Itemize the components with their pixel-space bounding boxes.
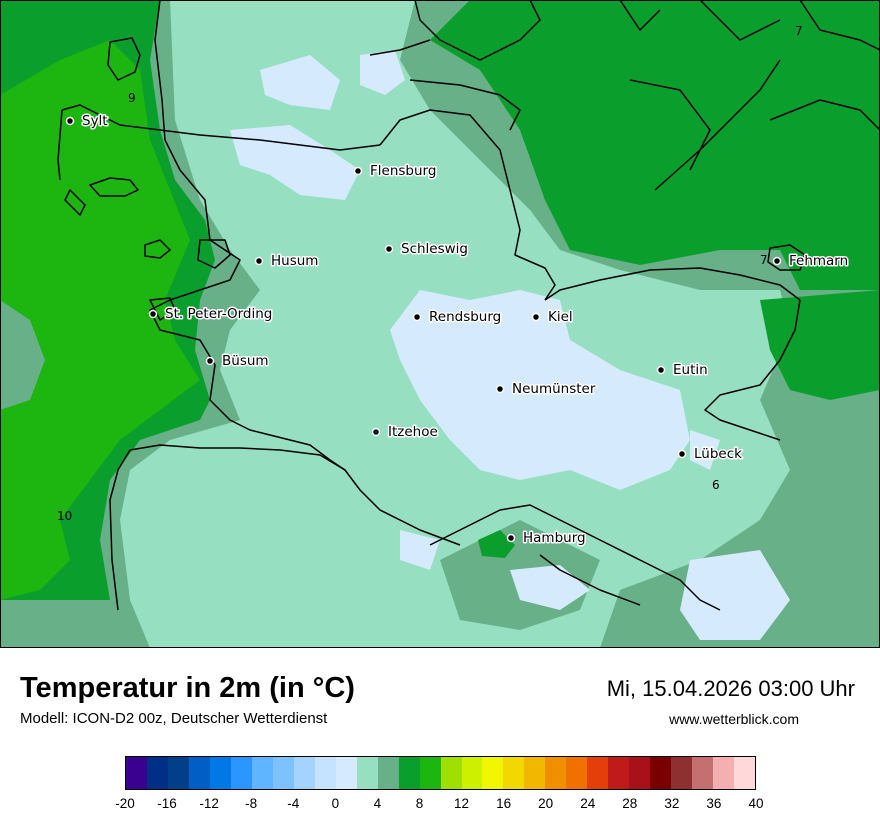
city-label: Kiel <box>548 309 573 325</box>
legend-swatch <box>146 757 168 789</box>
map-title: Temperatur in 2m (in °C) <box>20 672 355 704</box>
legend-swatch <box>545 757 567 789</box>
coastlines <box>57 0 880 611</box>
legend-swatch <box>126 757 147 789</box>
legend-swatch <box>209 757 231 789</box>
legend-swatch <box>482 757 504 789</box>
legend-labels: -20 -16 -12 -8 -4 0 4 8 12 16 20 24 28 32 36 40 <box>115 796 763 816</box>
legend-swatch <box>608 757 630 789</box>
field-band-8-10-hamburg <box>478 530 515 558</box>
legend-swatch <box>167 757 189 789</box>
isoline-label: 9 <box>128 91 136 105</box>
isoline-label: 10 <box>57 509 72 523</box>
legend-tick-label: 4 <box>373 796 382 811</box>
city-eutin: Eutin <box>656 361 709 380</box>
legend-tick-label: 20 <box>538 796 554 811</box>
legend-tick-label: 0 <box>331 796 340 811</box>
field-band-8-10-baltic <box>430 0 880 290</box>
legend-tick-label: 8 <box>415 796 424 811</box>
legend-swatch <box>293 757 315 789</box>
legend-tick-label: -4 <box>287 796 300 811</box>
city-label: Neumünster <box>512 381 596 397</box>
legend-swatch <box>398 757 420 789</box>
city-hamburg: Hamburg <box>506 529 587 548</box>
city-label: Flensburg <box>370 163 436 179</box>
city-label: Sylt <box>82 113 108 129</box>
field-band-8-10-se <box>760 290 880 400</box>
city-luebeck: Lübeck <box>677 445 744 464</box>
city-sylt: Sylt <box>65 112 109 131</box>
city-itzehoe: Itzehoe <box>371 423 439 442</box>
legend-swatch <box>230 757 252 789</box>
legend-tick-label: -12 <box>199 796 219 811</box>
field-band-10-patch <box>0 300 45 410</box>
legend-swatch <box>419 757 441 789</box>
city-flensburg: Flensburg <box>353 162 438 181</box>
temperature-map: 9 7 7 10 6 Sylt Flensburg Schleswig Husu… <box>0 0 880 648</box>
legend-tick-label: 16 <box>496 796 512 811</box>
city-label: Büsum <box>222 353 269 369</box>
city-fehmarn: Fehmarn <box>772 252 850 271</box>
isoline-label: 6 <box>712 478 720 492</box>
field-band-10-plus <box>0 40 200 600</box>
legend-tick-label: -20 <box>115 796 135 811</box>
legend-swatch <box>566 757 588 789</box>
color-legend <box>125 756 756 790</box>
forecast-datetime: Mi, 15.04.2026 03:00 Uhr <box>606 676 855 701</box>
city-neumuenster: Neumünster <box>495 380 597 399</box>
legend-swatch <box>461 757 483 789</box>
legend-tick-label: 32 <box>664 796 680 811</box>
legend-tick-label: -8 <box>245 796 258 811</box>
city-label: Rendsburg <box>429 309 501 325</box>
city-markers: Sylt Flensburg Schleswig Husum St. Peter… <box>65 112 850 548</box>
city-buesum: Büsum <box>205 352 270 371</box>
legend-tick-label: 40 <box>748 796 764 811</box>
legend-swatch <box>650 757 672 789</box>
website-link[interactable]: www.wetterblick.com <box>669 711 799 727</box>
legend-swatch <box>524 757 546 789</box>
legend-tick-label: 24 <box>580 796 596 811</box>
isoline-label: 7 <box>760 253 768 267</box>
city-label: Eutin <box>673 362 708 378</box>
field-band-2-4 <box>230 50 790 640</box>
isoline-label: 7 <box>795 24 803 38</box>
city-label: St. Peter-Ording <box>165 306 272 322</box>
city-label: Itzehoe <box>388 424 438 440</box>
city-label: Lübeck <box>694 446 742 462</box>
legend-swatch <box>440 757 462 789</box>
legend-swatch <box>314 757 336 789</box>
legend-tick-label: 28 <box>622 796 638 811</box>
city-schleswig: Schleswig <box>384 240 470 259</box>
map-canvas: 9 7 7 10 6 Sylt Flensburg Schleswig Husu… <box>0 0 880 648</box>
city-husum: Husum <box>254 252 320 271</box>
legend-swatch <box>272 757 294 789</box>
legend-swatch <box>713 757 735 789</box>
legend-tick-label: 36 <box>706 796 722 811</box>
legend-swatch <box>587 757 609 789</box>
legend-swatch <box>188 757 210 789</box>
legend-swatch <box>377 757 399 789</box>
legend-swatch <box>671 757 693 789</box>
city-st-peter-ording: St. Peter-Ording <box>148 305 274 324</box>
legend-tick-label: -16 <box>157 796 177 811</box>
city-label: Hamburg <box>523 530 586 546</box>
city-label: Fehmarn <box>789 253 848 269</box>
legend-swatch <box>692 757 714 789</box>
legend-swatch <box>335 757 357 789</box>
map-footer: Temperatur in 2m (in °C) Modell: ICON-D2… <box>0 648 880 830</box>
model-info: Modell: ICON-D2 00z, Deutscher Wetterdie… <box>20 710 328 727</box>
legend-swatch <box>356 757 378 789</box>
legend-swatch <box>251 757 273 789</box>
legend-tick-label: 12 <box>454 796 470 811</box>
city-kiel: Kiel <box>531 308 574 327</box>
legend-swatch <box>629 757 651 789</box>
city-rendsburg: Rendsburg <box>412 308 503 327</box>
city-label: Husum <box>271 253 318 269</box>
legend-swatch <box>734 757 756 789</box>
city-label: Schleswig <box>401 241 468 257</box>
legend-swatch <box>503 757 525 789</box>
